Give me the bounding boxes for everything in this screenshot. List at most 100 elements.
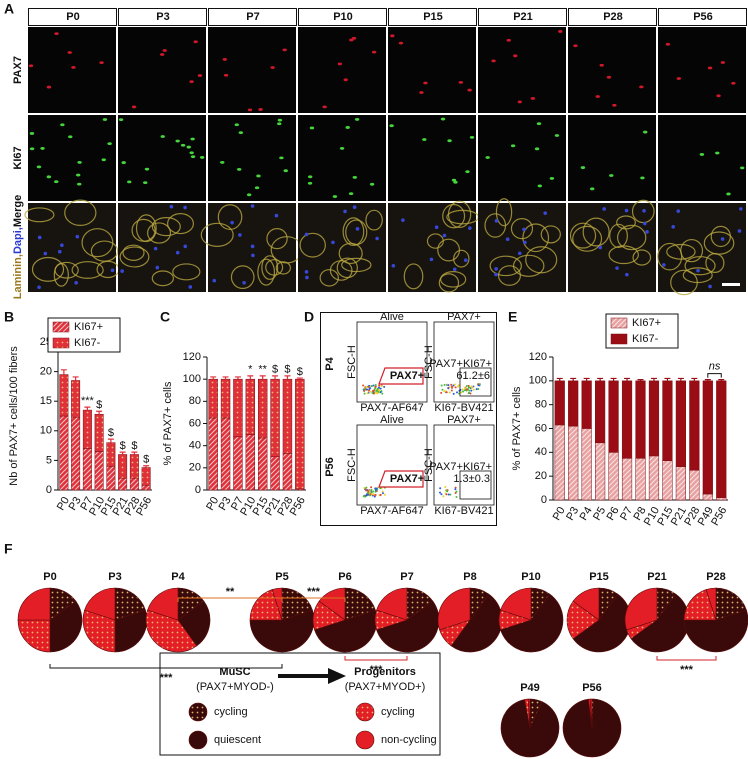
event-dot <box>363 486 366 489</box>
bar-segment <box>282 453 293 491</box>
cell <box>590 187 595 191</box>
fiber-outline <box>31 256 65 282</box>
event-dot <box>374 489 377 492</box>
bar-segment <box>208 417 218 491</box>
event-dot <box>370 486 373 489</box>
cell <box>351 36 357 40</box>
legend-group-subtitle: (PAX7+MYOD+) <box>345 681 426 693</box>
pie-slice <box>376 587 408 621</box>
cell <box>536 122 542 126</box>
pie-slice <box>572 587 600 621</box>
y-axis-label: FSC-H <box>423 345 435 379</box>
cell <box>513 54 518 58</box>
bar-segment <box>141 485 151 491</box>
cell <box>29 147 35 151</box>
event-dot <box>363 388 366 391</box>
column-header-box <box>208 8 297 26</box>
event-dot <box>455 490 458 493</box>
cell <box>199 156 205 159</box>
x-tick-label: P4 <box>578 505 595 523</box>
event-dot <box>372 384 375 387</box>
bar-segment <box>106 442 116 467</box>
event-dot <box>465 384 468 387</box>
event-dot <box>377 389 380 392</box>
nucleus <box>676 209 681 213</box>
cell <box>606 75 612 79</box>
fiber-outline <box>64 199 97 227</box>
error-bar <box>234 376 241 380</box>
bar-segment <box>245 378 256 435</box>
cell <box>46 175 52 179</box>
scale-bar <box>722 283 740 286</box>
bar-segment <box>702 380 713 495</box>
pie-label: P56 <box>582 682 602 694</box>
cell <box>36 165 42 169</box>
cell <box>740 166 745 170</box>
event-dot <box>444 486 447 489</box>
cell <box>127 180 132 184</box>
y-tick-label: 120 <box>183 351 201 363</box>
x-tick-label: P7 <box>229 495 246 513</box>
y-tick-label: 40 <box>535 446 547 458</box>
y-axis-label: FSC-H <box>346 448 358 482</box>
pie-slice <box>437 587 471 631</box>
event-dot <box>470 389 473 392</box>
event-dot <box>372 493 375 496</box>
bar-segment <box>621 458 633 501</box>
bar-segment <box>635 458 646 501</box>
nucleus <box>188 285 193 289</box>
bar-segment <box>662 460 673 501</box>
nucleus <box>615 266 619 270</box>
cell <box>234 123 239 127</box>
fiber-outline <box>442 203 466 229</box>
event-dot <box>454 386 457 389</box>
cell <box>595 95 600 98</box>
significance: $ <box>284 364 290 376</box>
event-dot <box>379 387 382 390</box>
fiber-outline <box>489 255 522 277</box>
legend-swatch <box>355 702 375 722</box>
panel-label: C <box>160 309 170 325</box>
event-dot <box>363 390 366 393</box>
event-dot <box>370 385 373 388</box>
fiber-outline <box>512 254 545 277</box>
row-label: Laminin,Dapi,Merge <box>12 195 24 300</box>
x-tick-label: P6 <box>605 505 622 523</box>
cell <box>189 80 194 84</box>
x-tick-label: P5 <box>591 505 608 523</box>
nucleus <box>494 267 498 271</box>
event-dot <box>451 386 454 389</box>
pie-slice <box>49 600 83 653</box>
nucleus <box>708 284 712 289</box>
cell <box>573 44 578 48</box>
fiber-outline <box>616 224 647 251</box>
y-tick-label: 5 <box>46 454 52 466</box>
event-dot <box>446 490 449 493</box>
significance: $ <box>297 366 303 378</box>
cell <box>609 174 614 177</box>
legend-swatch <box>52 337 70 349</box>
fiber-outline <box>151 270 174 287</box>
x-tick-label: P56 <box>709 505 729 528</box>
cell <box>193 40 198 44</box>
bar-segment <box>141 467 151 486</box>
significance: *** <box>370 664 384 676</box>
cell <box>101 158 106 162</box>
nucleus <box>183 205 187 210</box>
gate-value: 1.3±0.3 <box>453 473 490 485</box>
cell <box>159 53 165 56</box>
cell <box>458 80 464 84</box>
cell <box>485 156 490 159</box>
x-tick-label: P7 <box>618 505 635 523</box>
cell <box>238 131 244 134</box>
nucleus <box>250 204 255 208</box>
event-dot <box>369 387 372 390</box>
cell <box>186 145 191 149</box>
x-tick-label: P8 <box>631 505 648 523</box>
event-dot <box>376 387 379 390</box>
pie-label: P21 <box>647 571 667 583</box>
bar-segment <box>94 451 104 491</box>
pie-slice <box>271 587 283 621</box>
nucleus <box>304 270 309 274</box>
event-dot <box>369 493 372 496</box>
